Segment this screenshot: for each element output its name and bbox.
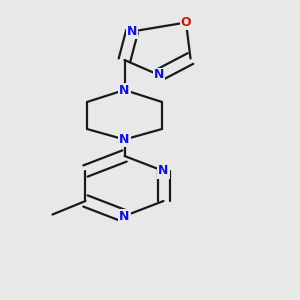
Text: N: N xyxy=(119,83,130,97)
Text: N: N xyxy=(154,68,164,82)
Text: N: N xyxy=(158,164,169,178)
Text: N: N xyxy=(119,209,130,223)
Text: N: N xyxy=(119,133,130,146)
Text: O: O xyxy=(181,16,191,29)
Text: N: N xyxy=(127,25,137,38)
